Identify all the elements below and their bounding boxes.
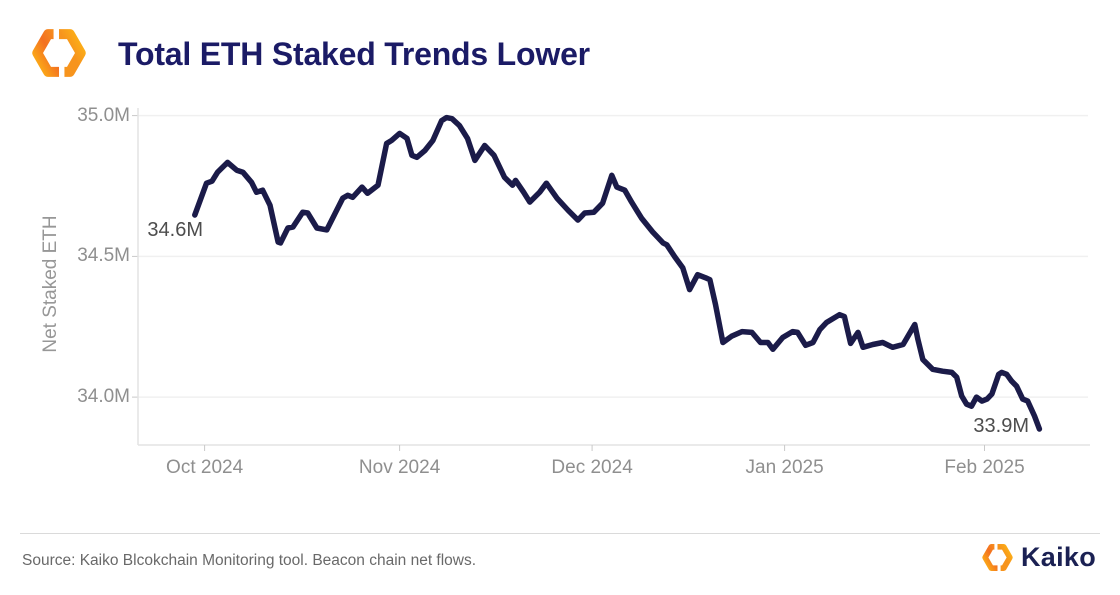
x-axis-tick-label: Oct 2024 [166, 457, 244, 478]
value-annotation: 33.9M [973, 415, 1029, 437]
footer-brand: Kaiko [981, 541, 1096, 574]
y-axis-title: Net Staked ETH [40, 215, 61, 353]
footer-divider [20, 533, 1100, 534]
kaiko-logo-icon [30, 24, 88, 82]
value-annotation: 34.6M [147, 219, 203, 241]
y-axis-tick-label: 34.0M [77, 386, 130, 408]
x-axis-tick-label: Dec 2024 [551, 457, 633, 478]
source-attribution: Source: Kaiko Blcokchain Monitoring tool… [22, 552, 477, 569]
line-chart-canvas [132, 108, 1090, 451]
net-staked-eth-line [192, 114, 1043, 432]
y-axis-tick-label: 35.0M [77, 104, 130, 126]
kaiko-wordmark: Kaiko [1020, 542, 1096, 572]
kaiko-logo-icon [981, 541, 1014, 574]
x-axis-tick-label: Feb 2025 [944, 457, 1025, 478]
x-axis-tick-label: Nov 2024 [358, 457, 441, 478]
chart-region: Total ETH Staked Trends Lower Net Staked… [0, 0, 1090, 478]
page-title: Total ETH Staked Trends Lower [118, 36, 590, 72]
x-axis-tick-label: Jan 2025 [745, 457, 824, 478]
y-axis-tick-label: 34.5M [77, 245, 130, 267]
